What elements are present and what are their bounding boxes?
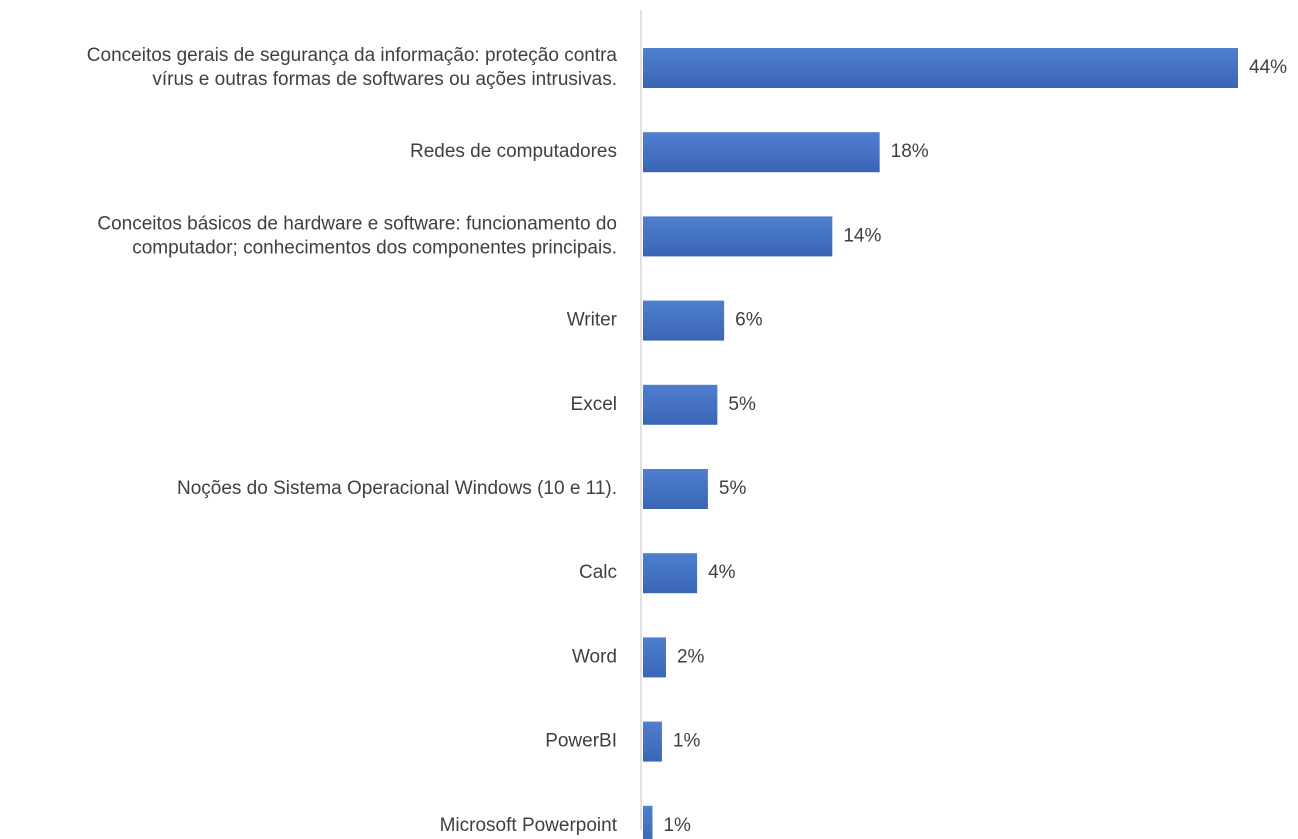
category-label-7: Word bbox=[572, 646, 617, 667]
bar-9 bbox=[643, 805, 653, 839]
value-label-6: 4% bbox=[708, 562, 736, 583]
value-label-5: 5% bbox=[719, 478, 747, 499]
category-label-line: vírus e outras formas de softwares ou aç… bbox=[152, 69, 617, 90]
bar-6 bbox=[643, 553, 698, 594]
category-label-0: Conceitos gerais de segurança da informa… bbox=[87, 45, 618, 90]
category-labels-group: Conceitos gerais de segurança da informa… bbox=[87, 45, 618, 836]
value-label-3: 6% bbox=[735, 310, 763, 331]
category-label-line: computador; conhecimentos dos componente… bbox=[132, 237, 617, 258]
bar-2 bbox=[643, 216, 833, 257]
bar-7 bbox=[643, 637, 666, 678]
bar-0 bbox=[643, 48, 1238, 88]
value-label-8: 1% bbox=[673, 731, 701, 752]
category-label-6: Calc bbox=[579, 562, 617, 583]
category-label-1: Redes de computadores bbox=[410, 141, 617, 162]
category-label-line: PowerBI bbox=[545, 731, 617, 752]
value-labels-group: 44% 18% 14% 6% 5% 5% 4% 2% 1% 1% bbox=[663, 57, 1287, 836]
value-label-7: 2% bbox=[677, 646, 705, 667]
category-label-line: Conceitos gerais de segurança da informa… bbox=[87, 45, 618, 66]
bars-group bbox=[643, 48, 1238, 839]
value-label-9: 1% bbox=[663, 815, 691, 836]
category-label-line: Noções do Sistema Operacional Windows (1… bbox=[177, 478, 617, 499]
category-label-9: Microsoft Powerpoint bbox=[440, 815, 618, 836]
bar-8 bbox=[643, 721, 662, 762]
value-label-4: 5% bbox=[728, 394, 756, 415]
bar-5 bbox=[643, 469, 708, 509]
value-label-2: 14% bbox=[843, 225, 881, 246]
value-label-1: 18% bbox=[891, 141, 929, 162]
value-label-0: 44% bbox=[1249, 57, 1287, 78]
bar-3 bbox=[643, 300, 725, 341]
category-label-2: Conceitos básicos de hardware e software… bbox=[97, 213, 617, 258]
category-label-line: Calc bbox=[579, 562, 617, 583]
category-label-line: Conceitos básicos de hardware e software… bbox=[97, 213, 617, 234]
category-label-8: PowerBI bbox=[545, 731, 617, 752]
category-label-line: Writer bbox=[567, 310, 618, 331]
category-label-3: Writer bbox=[567, 310, 618, 331]
category-label-line: Redes de computadores bbox=[410, 141, 617, 162]
category-label-line: Microsoft Powerpoint bbox=[440, 815, 618, 836]
category-label-4: Excel bbox=[571, 394, 617, 415]
category-label-line: Excel bbox=[571, 394, 617, 415]
category-label-5: Noções do Sistema Operacional Windows (1… bbox=[177, 478, 617, 499]
bar-1 bbox=[643, 132, 880, 173]
category-label-line: Word bbox=[572, 646, 617, 667]
bar-4 bbox=[643, 384, 718, 425]
